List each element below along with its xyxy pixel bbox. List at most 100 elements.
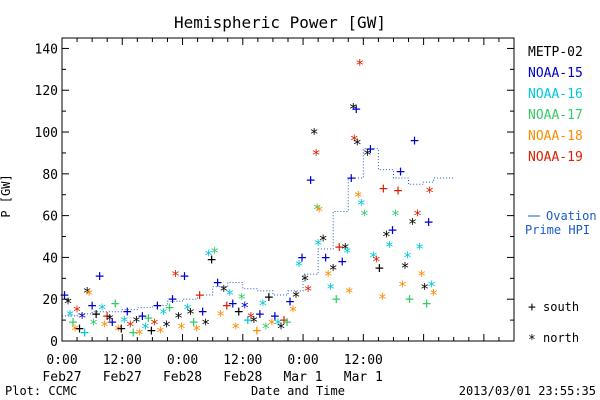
data-point: *: [120, 313, 129, 331]
data-point: *: [355, 56, 364, 74]
data-point: *: [114, 322, 123, 340]
data-point: *: [204, 246, 213, 264]
legend-entry: NOAA-17: [528, 108, 583, 123]
data-point: *: [85, 286, 94, 304]
data-point: +: [234, 303, 243, 321]
data-point: *: [417, 267, 426, 285]
data-point: *: [225, 286, 234, 304]
y-tick-label: 0: [50, 335, 58, 350]
data-point: *: [273, 315, 282, 333]
data-point: *: [156, 324, 165, 342]
data-point: *: [192, 322, 201, 340]
data-point: +: [347, 169, 356, 187]
data-point: +: [69, 313, 78, 331]
x-tick-label-date: Feb27: [103, 370, 142, 385]
data-point: *: [382, 228, 391, 246]
data-point: *: [324, 267, 333, 285]
data-point: *: [350, 131, 359, 149]
data-point: +: [117, 319, 126, 337]
data-point: *: [267, 315, 276, 333]
data-point: +: [321, 248, 330, 266]
data-point: +: [332, 290, 341, 308]
data-point: +: [144, 309, 153, 327]
data-point: *: [126, 317, 135, 335]
data-point: *: [100, 317, 109, 335]
data-point: *: [345, 284, 354, 302]
data-point: +: [306, 171, 315, 189]
data-point: +: [366, 140, 375, 158]
data-point: *: [304, 282, 313, 300]
data-point: +: [282, 313, 291, 331]
data-point: +: [375, 259, 384, 277]
data-point: *: [301, 271, 310, 289]
data-point: *: [66, 307, 75, 325]
data-point: +: [393, 182, 402, 200]
data-point: *: [319, 232, 328, 250]
chart-legend: METP-02 NOAA-15 NOAA-16 NOAA-17 NOAA-18 NOAA-…: [528, 45, 583, 165]
data-point: *: [249, 313, 258, 331]
data-point: *: [162, 317, 171, 335]
data-point: +: [165, 299, 174, 317]
data-point: +: [168, 290, 177, 308]
data-point: +: [198, 303, 207, 321]
data-point: +: [92, 305, 101, 323]
data-point: *: [314, 236, 323, 254]
data-point: +: [338, 253, 347, 271]
data-point: *: [177, 319, 186, 337]
data-point: *: [150, 315, 159, 333]
data-point: *: [64, 294, 73, 312]
data-point: +: [111, 294, 120, 312]
south-symbol: +: [528, 300, 536, 315]
north-label: north: [543, 331, 579, 345]
data-point: +: [189, 313, 198, 331]
data-point: *: [378, 290, 387, 308]
data-point: +: [379, 179, 388, 197]
north-symbol: *: [528, 333, 536, 348]
data-point: +: [410, 131, 419, 149]
data-point: +: [103, 307, 112, 325]
data-point: *: [353, 136, 362, 154]
data-point: +: [252, 322, 261, 340]
data-point: *: [312, 146, 321, 164]
data-point: +: [88, 296, 97, 314]
data-point: *: [135, 326, 144, 344]
data-point: +: [80, 324, 89, 342]
data-point: *: [261, 319, 270, 337]
legend-entry: NOAA-19: [528, 150, 583, 165]
data-point: *: [183, 301, 192, 319]
data-point: *: [360, 207, 369, 225]
data-point: *: [216, 307, 225, 325]
data-point: +: [147, 322, 156, 340]
data-point: *: [343, 244, 352, 262]
data-point: +: [396, 163, 405, 181]
x-tick-label-time: 0:00: [287, 353, 318, 368]
data-point: *: [398, 278, 407, 296]
data-point: +: [352, 100, 361, 118]
ovation-label-line1: Ovation: [546, 209, 597, 223]
data-point: *: [78, 309, 87, 327]
data-point: *: [171, 267, 180, 285]
data-point: *: [186, 305, 195, 323]
data-point: *: [132, 313, 141, 331]
data-point: *: [403, 248, 412, 266]
data-point: *: [295, 257, 304, 275]
legend-entry: NOAA-15: [528, 66, 583, 81]
data-point: +: [424, 213, 433, 231]
x-tick-label-date: Feb28: [163, 370, 202, 385]
data-point: *: [425, 184, 434, 202]
data-point: +: [264, 288, 273, 306]
data-point: *: [415, 240, 424, 258]
data-point: *: [341, 240, 350, 258]
data-point: *: [174, 309, 183, 327]
footer-credit: Plot: CCMC: [5, 384, 77, 398]
data-point: *: [159, 305, 168, 323]
x-tick-label-time: 0:00: [167, 353, 198, 368]
x-tick-label-date: Feb27: [42, 370, 81, 385]
x-tick-label-time: 12:00: [103, 353, 142, 368]
y-axis-label: P [GW]: [0, 174, 13, 217]
data-point: *: [369, 248, 378, 266]
data-point: *: [289, 303, 298, 321]
data-point: *: [310, 125, 319, 143]
data-point: *: [326, 280, 335, 298]
plot-axes: 0 20 40 60 80 100 120 140 0:00 Feb27 12:00 Feb27 0:0…: [35, 37, 515, 385]
